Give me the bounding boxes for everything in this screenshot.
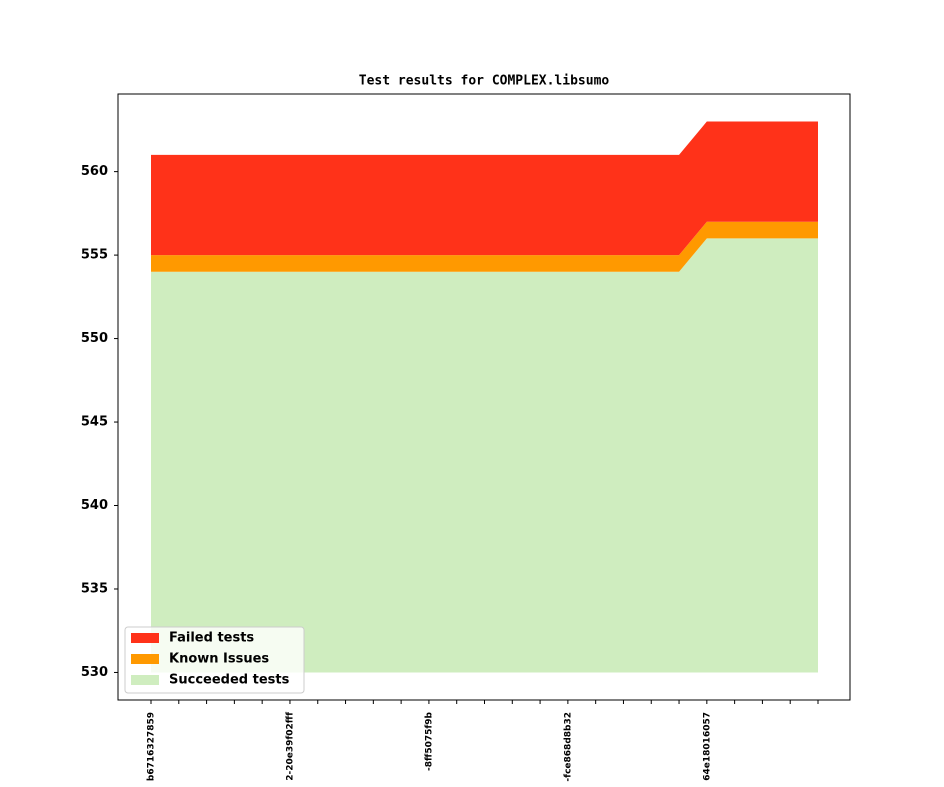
- y-tick-label: 540: [81, 498, 108, 513]
- y-tick-label: 560: [81, 164, 108, 179]
- legend-swatch: [131, 675, 159, 685]
- legend-label: Failed tests: [169, 631, 254, 646]
- legend-label: Known Issues: [169, 652, 269, 667]
- x-tick-label: -8ff5075f9b: [424, 711, 434, 771]
- y-tick-label: 535: [81, 581, 108, 596]
- x-tick-label: -fce868d8b32: [563, 712, 573, 782]
- legend-box: [124, 626, 305, 694]
- y-tick-label: 555: [81, 248, 108, 263]
- x-tick-label: 64e18016057: [702, 712, 712, 781]
- legend: Failed tests Known Issues Succeeded tests: [124, 626, 305, 694]
- y-tick-label: 545: [81, 415, 108, 430]
- x-tick-label: 2-20e39f02fff: [285, 712, 295, 781]
- legend-swatch: [131, 633, 159, 643]
- chart-title: Test results for COMPLEX.libsumo: [359, 74, 610, 89]
- area: [151, 238, 818, 673]
- legend-label: Succeeded tests: [169, 673, 290, 688]
- y-tick-label: 530: [81, 665, 108, 680]
- area: [151, 221, 818, 272]
- y-tick-label: 550: [81, 331, 108, 346]
- area: [151, 121, 818, 256]
- x-tick-label: b6716327859: [147, 712, 157, 781]
- legend-swatch: [131, 654, 159, 664]
